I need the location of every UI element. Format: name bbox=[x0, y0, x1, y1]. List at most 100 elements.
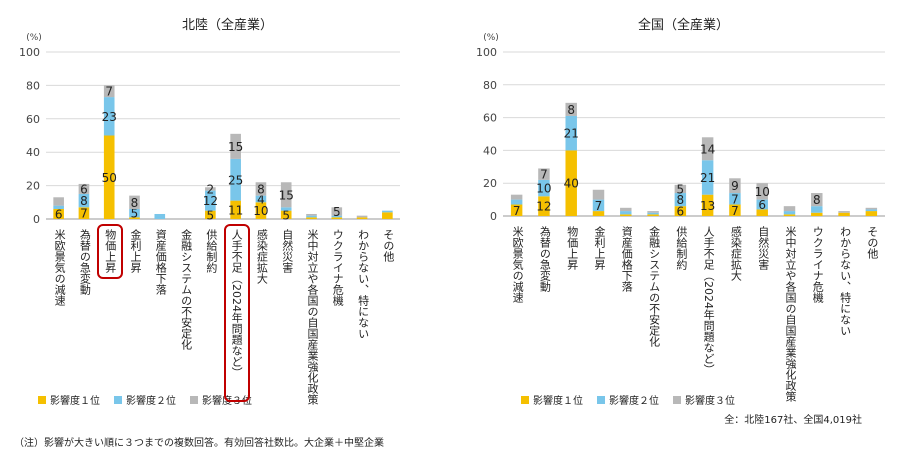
bar-segment bbox=[865, 209, 878, 212]
bar-segment bbox=[205, 187, 216, 191]
bar-segment bbox=[620, 207, 632, 212]
bar-segment bbox=[230, 200, 241, 219]
bar-segment bbox=[280, 207, 292, 211]
bar-segment bbox=[647, 211, 659, 213]
y-tick-label: 80 bbox=[483, 79, 497, 92]
bar-segment bbox=[565, 102, 577, 116]
bar-segment bbox=[382, 212, 393, 219]
legend-swatch-rank3 bbox=[673, 395, 681, 404]
x-category-label: 自然災害 bbox=[281, 229, 294, 274]
data-label: 15 bbox=[228, 140, 243, 154]
data-label: 50 bbox=[102, 171, 117, 185]
y-tick-label: 100 bbox=[19, 46, 40, 59]
data-label: 21 bbox=[564, 127, 579, 141]
data-label: 7 bbox=[731, 192, 739, 206]
bar-segment bbox=[620, 214, 632, 216]
data-label: 10 bbox=[755, 185, 770, 199]
highlight-box bbox=[223, 224, 250, 402]
bar-segment bbox=[205, 190, 216, 211]
data-label: 8 bbox=[567, 103, 575, 117]
x-category-label: 米欧景気の減速 bbox=[53, 229, 66, 306]
x-category-label: 金利上昇 bbox=[593, 225, 606, 271]
data-label: 6 bbox=[677, 205, 685, 219]
data-label: 14 bbox=[700, 142, 715, 156]
x-category-label: 為替の急変動 bbox=[78, 228, 91, 296]
x-category-label: 人手不足（2024年問題など） bbox=[702, 226, 715, 375]
bar-segment bbox=[356, 215, 368, 218]
x-category-label: 為替の急変動 bbox=[538, 225, 551, 293]
legend-swatch-rank1 bbox=[38, 395, 46, 404]
legend-swatch-rank3 bbox=[190, 395, 198, 404]
chart-svg-hokuriku: 020406080100(%)6米欧景気の減速786為替の急変動50237物価上… bbox=[19, 33, 400, 405]
x-category-label: その他 bbox=[866, 226, 879, 259]
x-category-label: 金利上昇 bbox=[129, 228, 142, 274]
bar-segment bbox=[620, 211, 632, 215]
bar-segment bbox=[565, 115, 577, 151]
x-category-label: ウクライナ危機 bbox=[331, 229, 344, 307]
legend-item-rank3: 影響度３位 bbox=[673, 392, 735, 407]
data-label: 7 bbox=[540, 168, 548, 182]
data-label: 9 bbox=[731, 179, 739, 193]
bar-segment bbox=[701, 137, 714, 161]
bar-segment bbox=[306, 215, 317, 218]
bar-segment bbox=[783, 206, 796, 212]
bar-segment bbox=[255, 182, 267, 196]
bar-segment bbox=[154, 213, 166, 219]
legend-swatch-rank2 bbox=[597, 395, 605, 404]
data-label: 7 bbox=[80, 207, 88, 221]
bar-segment bbox=[280, 210, 292, 219]
data-label: 7 bbox=[513, 204, 521, 218]
data-label: 15 bbox=[279, 188, 294, 202]
x-category-label: 金融システムの不安定化 bbox=[180, 228, 193, 351]
bar-segment bbox=[53, 205, 64, 209]
bar-segment bbox=[783, 211, 796, 215]
bar-segment bbox=[838, 211, 850, 213]
bar-segment bbox=[811, 206, 823, 213]
x-category-label: 米欧景気の減速 bbox=[511, 226, 524, 303]
x-category-label: 米中対立や各国の自国産業強化政策 bbox=[784, 226, 797, 402]
data-label: 7 bbox=[105, 85, 113, 99]
bar-segment bbox=[865, 211, 878, 216]
x-category-label: 米中対立や各国の自国産業強化政策 bbox=[306, 229, 319, 405]
bar-segment bbox=[674, 184, 687, 194]
y-tick-label: 100 bbox=[476, 46, 497, 59]
legend-item-rank2: 影響度２位 bbox=[597, 392, 659, 407]
x-category-label: 人手不足（2024年問題など） bbox=[230, 229, 243, 378]
bar-segment bbox=[592, 189, 605, 200]
legend-item-rank1: 影響度１位 bbox=[521, 392, 583, 407]
x-category-label: 感染症拡大 bbox=[255, 229, 268, 284]
bar-segment bbox=[729, 178, 741, 194]
y-tick-label: 0 bbox=[33, 213, 40, 226]
data-label: 10 bbox=[253, 204, 268, 218]
legend-item-rank1: 影響度１位 bbox=[38, 392, 100, 407]
bar-segment bbox=[592, 199, 605, 212]
data-label: 12 bbox=[203, 194, 218, 208]
chart-zenkoku: 全国（全産業） 0 20 40 60 80 100 (%) 7 米欧景気の減速 12 10 7 為替の急… bbox=[455, 0, 912, 440]
legend-hokuriku: 影響度１位 影響度２位 影響度３位 bbox=[38, 392, 252, 407]
bar-segment bbox=[53, 208, 64, 219]
bar-segment bbox=[510, 204, 523, 216]
highlight-box bbox=[97, 224, 124, 279]
bar-segment bbox=[647, 212, 659, 215]
data-label: 6 bbox=[758, 198, 766, 212]
data-label: 23 bbox=[102, 110, 117, 124]
bar-segment bbox=[331, 215, 343, 218]
data-label: 10 bbox=[536, 182, 551, 196]
chart-svg-zenkoku: 020406080100(%)7米欧景気の減速12107為替の急変動40218物… bbox=[476, 33, 885, 402]
y-tick-label: 0 bbox=[490, 210, 497, 223]
bar-segment bbox=[865, 207, 878, 210]
sample-size-note: 全：北陸167社、全国4,019社 bbox=[724, 415, 862, 426]
bar-segment bbox=[78, 183, 90, 194]
bar-segment bbox=[729, 204, 741, 216]
x-category-label: 自然災害 bbox=[757, 226, 770, 271]
bar-segment bbox=[255, 195, 267, 203]
y-tick-label: 20 bbox=[26, 180, 40, 193]
data-label: 8 bbox=[131, 196, 139, 210]
x-category-label: その他 bbox=[382, 229, 395, 262]
bar-segment bbox=[129, 217, 140, 219]
bar-segment bbox=[306, 213, 317, 216]
data-label: 8 bbox=[813, 193, 821, 207]
legend-zenkoku: 影響度１位 影響度２位 影響度３位 bbox=[521, 392, 735, 407]
bar-segment bbox=[756, 199, 768, 210]
bar-segment bbox=[129, 208, 140, 218]
